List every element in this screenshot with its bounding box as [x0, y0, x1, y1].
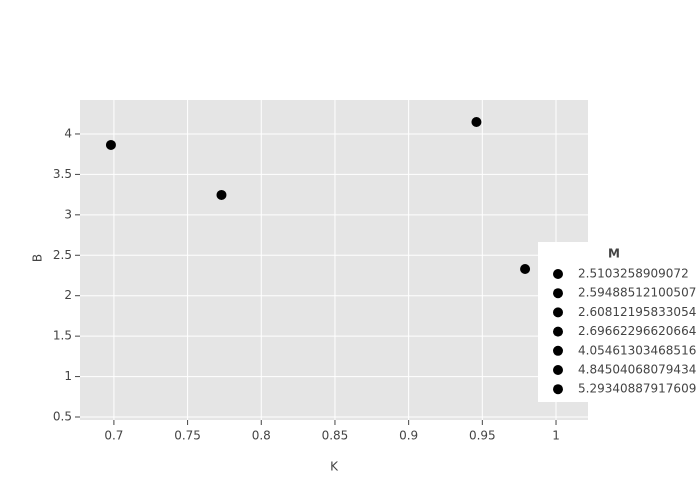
y-tick-label: 2 — [64, 288, 72, 302]
x-axis-label: K — [330, 460, 339, 474]
y-axis-label: B — [31, 254, 45, 262]
legend-marker — [553, 345, 563, 356]
x-tick-label: 0.85 — [322, 429, 349, 443]
x-tick-label: 0.9 — [399, 429, 418, 443]
point — [471, 116, 482, 127]
y-tick-label: 1.5 — [53, 329, 72, 343]
x-tick-label: 0.75 — [174, 429, 201, 443]
legend-label: 4.84504068079434 — [578, 363, 696, 377]
legend-label: 4.05461303468516 — [578, 343, 696, 357]
legend-label: 2.60812195833054 — [578, 305, 696, 319]
y-tick-label: 2.5 — [53, 248, 72, 262]
point — [105, 139, 116, 150]
legend-marker — [553, 384, 563, 395]
y-tick-label: 4 — [64, 126, 72, 140]
legend-marker — [553, 307, 563, 318]
legend-label: 5.29340887917609 — [578, 382, 696, 396]
legend-title: M — [608, 247, 620, 261]
legend-marker — [553, 269, 563, 279]
legend-label: 2.5103258909072 — [578, 267, 689, 281]
legend-marker — [553, 288, 563, 299]
x-tick-label: 1 — [552, 429, 560, 443]
legend-box — [538, 242, 700, 402]
x-tick-label: 0.7 — [104, 429, 123, 443]
point — [216, 189, 227, 200]
y-tick-label: 0.5 — [53, 410, 72, 424]
point — [520, 264, 531, 275]
legend-label: 2.59488512100507 — [578, 286, 696, 300]
legend-label: 2.69662296620664 — [578, 324, 696, 338]
x-tick-label: 0.8 — [252, 429, 271, 443]
legend-marker — [553, 326, 563, 337]
y-tick-label: 1 — [64, 369, 72, 383]
legend-marker — [553, 365, 563, 375]
plot-area — [80, 100, 588, 420]
y-tick-label: 3 — [64, 207, 72, 221]
x-tick-label: 0.95 — [469, 429, 496, 443]
y-tick-label: 3.5 — [53, 167, 72, 181]
